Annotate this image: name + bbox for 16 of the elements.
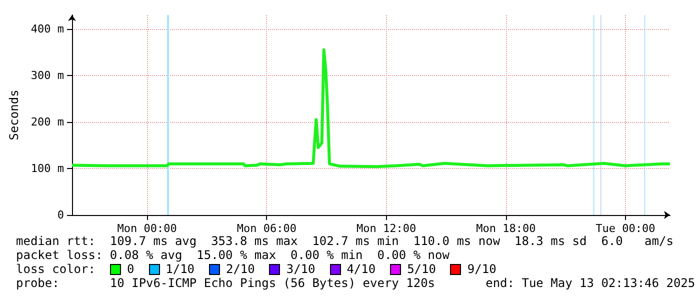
x-tick-label: Tue 00:00 — [596, 222, 656, 235]
y-tick-label: 0 — [57, 208, 64, 222]
y-tick-label: 400 m — [30, 22, 64, 36]
y-axis-title: Seconds — [7, 90, 21, 140]
text: packet loss: 0.08 % avg 15.00 % max 0.00 % min 0.00 % now — [16, 248, 450, 262]
y-tick-label: 300 m — [30, 68, 64, 82]
y-tick-label: 100 m — [30, 162, 64, 175]
text: median rtt: 109.7 ms avg 353.8 ms max 102.7 ms min 110.0 ms now 18.3 ms sd 6.0 am/s — [16, 234, 674, 248]
text: probe: 10 IPv6-ICMP Echo Pings (56 Bytes) every 120s end: Tue May 13 02:13:46 2025 — [16, 276, 696, 290]
y-tick-label: 200 m — [30, 115, 64, 128]
line-series — [70, 48, 672, 168]
x-tick-label: Mon 06:00 — [236, 222, 296, 235]
x-tick-label: Mon 18:00 — [476, 222, 536, 235]
text: loss color: 0 1/10 2/10 3/10 4/10 5/10 9/10 — [16, 262, 496, 276]
x-tick-label: Mon 12:00 — [356, 222, 416, 235]
x-tick-label: Mon 00:00 — [117, 222, 177, 235]
